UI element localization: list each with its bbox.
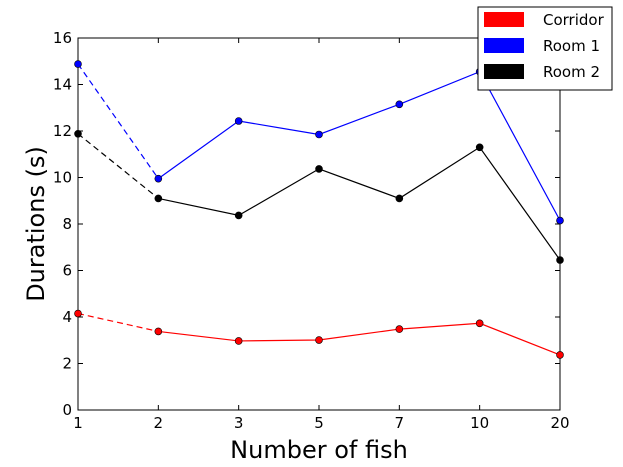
data-point (315, 165, 323, 173)
legend-label: Room 2 (543, 63, 600, 81)
data-point (234, 117, 243, 125)
data-point (395, 325, 404, 333)
y-tick-label: 8 (62, 215, 72, 233)
legend-label: Room 1 (543, 37, 600, 55)
data-point (154, 327, 163, 336)
series-dashed-segment (77, 312, 159, 333)
series-line (158, 322, 561, 356)
x-tick-label: 10 (470, 414, 489, 432)
legend-swatch (484, 64, 524, 79)
data-point (234, 211, 243, 220)
data-point (475, 319, 484, 328)
data-point (556, 351, 564, 359)
data-point (315, 130, 323, 139)
data-point (556, 256, 564, 264)
x-tick-label: 3 (234, 414, 244, 432)
x-axis-title: Number of fish (230, 436, 408, 464)
y-tick-label: 14 (53, 76, 72, 94)
series-corridor (74, 309, 564, 359)
legend-label: Corridor (543, 11, 605, 29)
data-point (395, 194, 404, 203)
data-point (315, 336, 323, 344)
data-point (395, 100, 404, 109)
data-point (234, 337, 243, 345)
series-room-2 (74, 129, 564, 264)
data-point (74, 309, 82, 318)
x-tick-label: 7 (395, 414, 405, 432)
data-point (74, 129, 82, 138)
data-point (74, 60, 82, 68)
legend-entries: Corridor Room 1 Room 2 (484, 11, 605, 81)
series-line (157, 70, 561, 221)
x-tick-label: 5 (314, 414, 324, 432)
ticks-layer (77, 37, 561, 411)
legend-swatch (484, 12, 524, 27)
series-room-1 (74, 60, 564, 225)
y-axis-title: Durations (s) (22, 146, 50, 302)
series-dashed-segment (77, 63, 159, 180)
series-line (158, 146, 561, 261)
data-point (556, 216, 564, 225)
x-tick-label: 1 (73, 414, 83, 432)
y-tick-label: 4 (62, 308, 72, 326)
y-tick-label: 0 (62, 401, 72, 419)
series-layer (74, 60, 564, 359)
x-tick-label: 2 (154, 414, 164, 432)
y-tick-label: 6 (62, 262, 72, 280)
x-tick-label: 20 (550, 414, 569, 432)
y-tick-label: 12 (53, 122, 72, 140)
y-tick-label: 16 (53, 29, 72, 47)
legend: Corridor Room 1 Room 2 (477, 6, 613, 91)
data-point (154, 194, 163, 203)
plot-area (74, 37, 564, 411)
data-point (475, 143, 484, 152)
y-tick-label: 2 (62, 355, 72, 373)
y-tick-label: 10 (53, 169, 72, 187)
series-dashed-segment (77, 133, 159, 199)
plot-frame (77, 37, 561, 411)
data-point (154, 174, 163, 183)
legend-swatch (484, 38, 524, 53)
